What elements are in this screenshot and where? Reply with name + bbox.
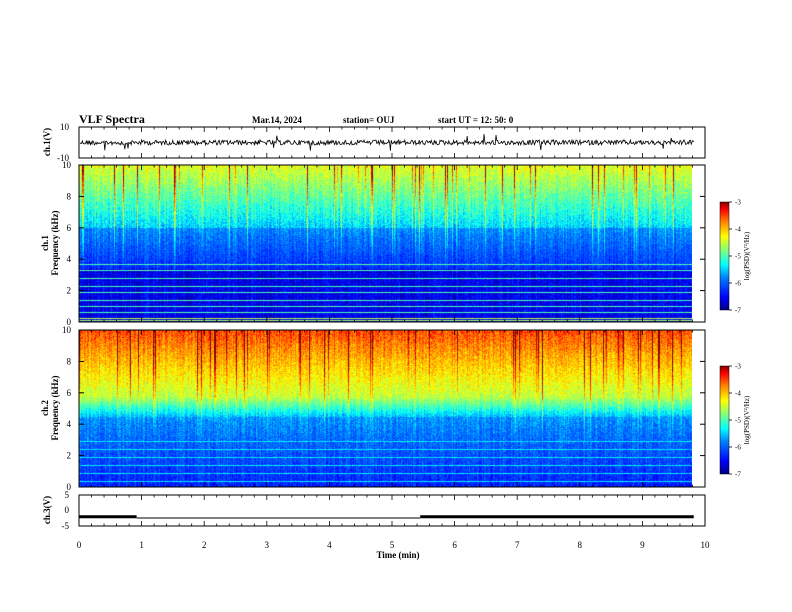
ch1-ylabel: ch.1(V) xyxy=(42,128,52,156)
ch2-cbtick-label--6: -6 xyxy=(735,444,741,452)
x-tick-label-10: 10 xyxy=(701,540,711,550)
ch1-spec-ytick-label-0: 0 xyxy=(67,317,72,327)
ch2-spectrogram-image xyxy=(79,330,692,487)
ch1-spec-ytick-label-4: 4 xyxy=(67,254,72,264)
ch1-waveform-panel: 10 -10 ch.1(V) xyxy=(42,122,706,163)
ch3-ytick-bottom: -5 xyxy=(62,521,70,531)
ch2-colorbar xyxy=(719,365,730,475)
ch2-cbtick-label--4: -4 xyxy=(735,390,741,398)
ch1-ytick-top: 10 xyxy=(60,122,70,132)
ch1-ytick-bottom: -10 xyxy=(57,153,69,163)
ch1-cbtick-label--5: -5 xyxy=(735,253,741,261)
ch2-cbtick-label--7: -7 xyxy=(735,471,741,479)
ch1-colorbar xyxy=(719,201,730,311)
ch1-colorbar-label: log(PSD)(V²/Hz) xyxy=(743,231,751,280)
figure-title: VLF Spectra xyxy=(79,112,145,126)
x-tick-label-0: 0 xyxy=(77,540,82,550)
x-axis-label: Time (min) xyxy=(376,550,419,560)
ch2-channel-label: ch.2 xyxy=(40,400,50,416)
start-time-label: start UT = 12: 50: 0 xyxy=(438,115,514,125)
ch1-spec-ytick-label-2: 2 xyxy=(67,286,72,296)
ch1-spec-ytick-label-6: 6 xyxy=(67,223,72,233)
x-tick-label-7: 7 xyxy=(515,540,520,550)
ch1-cbtick-label--4: -4 xyxy=(735,226,741,234)
x-tick-label-4: 4 xyxy=(327,540,332,550)
ch2-cbtick-label--5: -5 xyxy=(735,417,741,425)
ch1-cbtick-label--6: -6 xyxy=(735,280,741,288)
station-label: station= OUJ xyxy=(343,115,395,125)
ch3-ytick-mid: 0 xyxy=(65,505,70,515)
ch2-spec-ytick-label-0: 0 xyxy=(67,482,72,492)
ch1-spec-ytick-label-8: 8 xyxy=(67,191,72,201)
x-tick-labels: 0 1 2 3 4 5 6 7 8 9 10 xyxy=(77,540,710,550)
x-tick-label-3: 3 xyxy=(265,540,270,550)
x-tick-label-2: 2 xyxy=(202,540,207,550)
ch1-cbtick-label--3: -3 xyxy=(735,199,741,207)
ch2-spec-ytick-label-10: 10 xyxy=(62,325,72,335)
ch2-spec-ytick-label-4: 4 xyxy=(67,419,72,429)
ch1-cbtick-label--7: -7 xyxy=(735,307,741,315)
time-ticks xyxy=(78,127,706,526)
ch3-ytick-top: 5 xyxy=(65,490,70,500)
date-label: Mar.14, 2024 xyxy=(252,115,302,125)
x-tick-label-9: 9 xyxy=(640,540,645,550)
ch2-colorbar-label: log(PSD)(V²/Hz) xyxy=(743,395,751,444)
ch2-spec-ytick-label-2: 2 xyxy=(67,451,72,461)
ch3-signal-panel: 5 0 -5 ch.3(V) xyxy=(42,490,706,531)
ch1-channel-label: ch.1 xyxy=(40,235,50,251)
ch2-spec-ytick-label-8: 8 xyxy=(67,356,72,366)
ch2-frequency-label: Frequency (kHz) xyxy=(50,375,60,440)
ch3-ylabel: ch.3(V) xyxy=(42,496,52,524)
ch2-cbtick-label--3: -3 xyxy=(735,363,741,371)
x-tick-label-5: 5 xyxy=(390,540,395,550)
x-tick-label-1: 1 xyxy=(139,540,144,550)
ch2-spec-ytick-label-6: 6 xyxy=(67,388,72,398)
ch1-waveform-trace xyxy=(79,134,694,151)
ch1-frequency-label: Frequency (kHz) xyxy=(50,210,60,275)
x-tick-label-8: 8 xyxy=(578,540,583,550)
ch1-spectrogram-image xyxy=(79,165,692,322)
ch1-spec-ytick-label-10: 10 xyxy=(62,160,72,170)
x-tick-label-6: 6 xyxy=(452,540,457,550)
